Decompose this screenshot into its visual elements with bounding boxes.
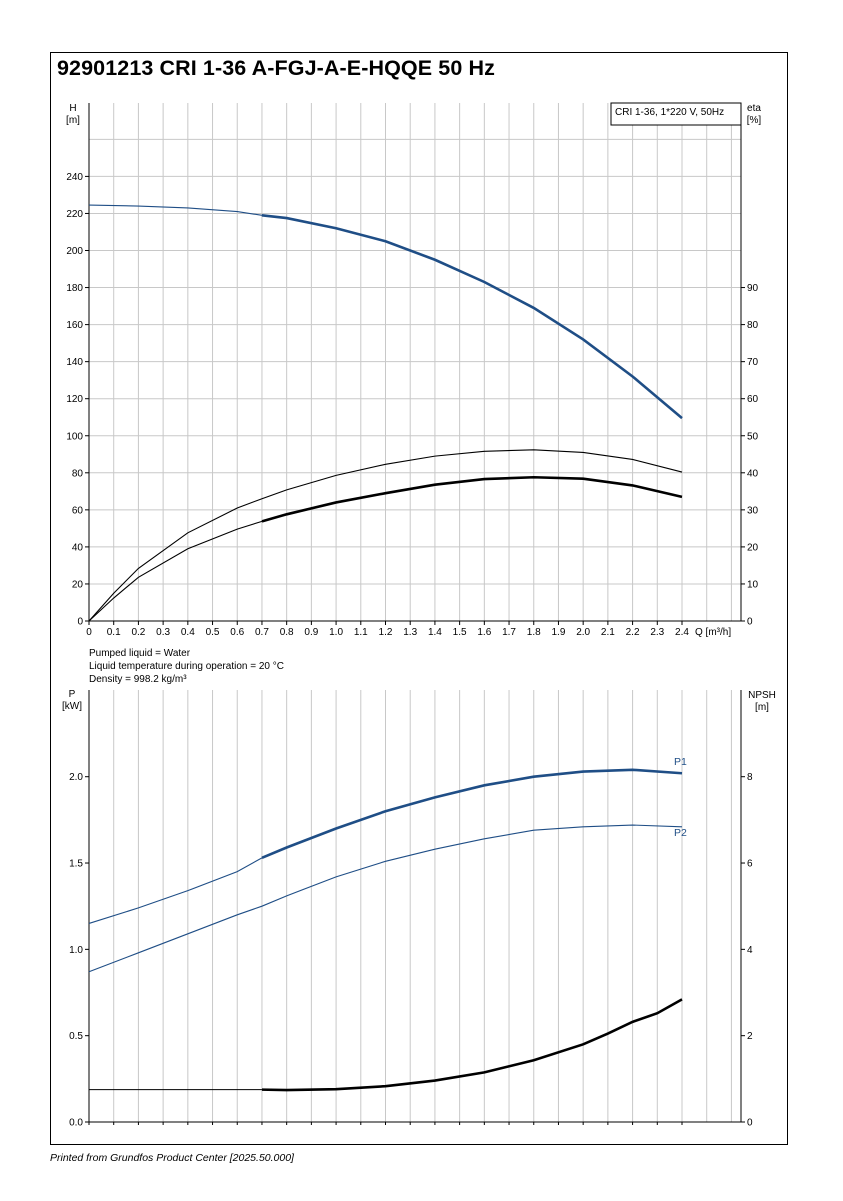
- x-tick-label: 2.3: [650, 627, 664, 638]
- y-axis-label-left: P: [69, 689, 76, 700]
- page-frame: [50, 52, 788, 1145]
- y-tick-label-left: 240: [66, 172, 83, 183]
- x-tick-label: 0: [86, 627, 92, 638]
- y-tick-label-left: 0.5: [69, 1031, 83, 1042]
- x-tick-label: 0.5: [206, 627, 220, 638]
- y-axis-unit-left: [m]: [66, 115, 80, 126]
- footer-note: Printed from Grundfos Product Center [20…: [50, 1152, 294, 1164]
- x-tick-label: 0.8: [280, 627, 294, 638]
- x-tick-label: 1.3: [403, 627, 417, 638]
- series-eta2-line: [88, 520, 263, 622]
- y-tick-label-left: 120: [66, 394, 83, 405]
- series-P2-line: [88, 824, 683, 973]
- y-tick-label-right: 60: [747, 394, 759, 405]
- y-tick-label-left: 80: [72, 468, 84, 479]
- y-tick-label-right: 10: [747, 579, 759, 590]
- x-tick-label: 2.1: [601, 627, 615, 638]
- y-tick-label-left: 100: [66, 431, 83, 442]
- x-tick-label: 0.2: [131, 627, 145, 638]
- x-tick-label: 1.6: [477, 627, 491, 638]
- y-tick-label-right: 4: [747, 945, 753, 956]
- y-axis-unit-right: [%]: [747, 115, 762, 126]
- y-tick-label-left: 180: [66, 283, 83, 294]
- legend-box: [610, 102, 742, 126]
- fluid-info-temperature: Liquid temperature during operation = 20…: [89, 661, 284, 672]
- y-tick-label-left: 60: [72, 505, 84, 516]
- y-tick-label-right: 90: [747, 283, 759, 294]
- x-tick-label: 0.4: [181, 627, 195, 638]
- x-tick-label: 2.2: [626, 627, 640, 638]
- x-tick-label: 1.5: [453, 627, 467, 638]
- series-H-line-operating: [261, 214, 683, 420]
- y-tick-label-right: 0: [747, 617, 753, 628]
- x-tick-label: 1.1: [354, 627, 368, 638]
- y-tick-label-right: 6: [747, 859, 753, 870]
- y-tick-label-right: 40: [747, 468, 759, 479]
- series-eta1-line: [88, 449, 683, 622]
- series-P1-line-operating: [261, 768, 683, 860]
- y-tick-label-left: 1.5: [69, 859, 83, 870]
- x-tick-label: 1.8: [527, 627, 541, 638]
- series-H-line: [88, 204, 263, 216]
- y-tick-label-right: 8: [747, 772, 753, 783]
- y-axis-unit-right: [m]: [755, 702, 769, 713]
- y-tick-label-right: 0: [747, 1118, 753, 1129]
- y-tick-label-left: 200: [66, 246, 83, 257]
- series-P1-line: [88, 857, 263, 924]
- x-tick-label: 2.4: [675, 627, 689, 638]
- x-tick-label: 1.2: [379, 627, 393, 638]
- series-eta2-line-operating: [261, 475, 683, 523]
- y-axis-label-right: eta: [747, 103, 761, 114]
- y-tick-label-right: 2: [747, 1031, 753, 1042]
- power-npsh-chart: 0.0 0.5 1.0 1.5 2.0 0 2 4 6 8 P[kW] NPSH[m] P1 P2: [62, 689, 776, 1129]
- y-axis-label-right: NPSH: [748, 690, 776, 701]
- y-tick-label-left: 140: [66, 357, 83, 368]
- x-tick-label: 0.9: [304, 627, 318, 638]
- y-tick-label-left: 2.0: [69, 772, 83, 783]
- fluid-info: Pumped liquid = Water Liquid temperature…: [89, 648, 284, 685]
- y-tick-label-left: 160: [66, 320, 83, 331]
- y-tick-label-right: 30: [747, 505, 759, 516]
- x-tick-label: 0.1: [107, 627, 121, 638]
- head-efficiency-chart: 0 20 40 60 80 100 120 140 160 180 200 220 240 0 10 20 30…: [66, 102, 762, 638]
- x-tick-label: 0.6: [230, 627, 244, 638]
- x-tick-label: 0.7: [255, 627, 269, 638]
- x-axis-label: Q [m³/h]: [695, 627, 731, 638]
- x-tick-label: 1.0: [329, 627, 343, 638]
- y-axis-unit-left: [kW]: [62, 701, 82, 712]
- y-tick-label-left: 0.0: [69, 1118, 83, 1129]
- series-label-P1: P1: [674, 756, 687, 768]
- x-tick-label: 1.4: [428, 627, 442, 638]
- y-tick-label-left: 1.0: [69, 945, 83, 956]
- y-axis-label-left: H: [69, 103, 76, 114]
- y-tick-label-right: 80: [747, 320, 759, 331]
- y-tick-label-right: 50: [747, 431, 759, 442]
- x-tick-label: 2.0: [576, 627, 590, 638]
- series-NPSH-line-operating: [261, 998, 683, 1092]
- series-label-P2: P2: [674, 827, 687, 839]
- y-tick-label-left: 20: [72, 579, 84, 590]
- y-tick-label-right: 20: [747, 542, 759, 553]
- fluid-info-liquid: Pumped liquid = Water: [89, 648, 191, 659]
- y-tick-label-right: 70: [747, 357, 759, 368]
- x-tick-label: 1.7: [502, 627, 516, 638]
- y-tick-label-left: 220: [66, 209, 83, 220]
- x-tick-label: 0.3: [156, 627, 170, 638]
- chart-title: 92901213 CRI 1-36 A-FGJ-A-E-HQQE 50 Hz: [57, 56, 495, 80]
- y-tick-label-left: 0: [77, 617, 83, 628]
- fluid-info-density: Density = 998.2 kg/m³: [89, 674, 187, 685]
- x-tick-label: 1.9: [552, 627, 566, 638]
- legend-box-text: CRI 1-36, 1*220 V, 50Hz: [615, 107, 724, 118]
- y-tick-label-left: 40: [72, 542, 84, 553]
